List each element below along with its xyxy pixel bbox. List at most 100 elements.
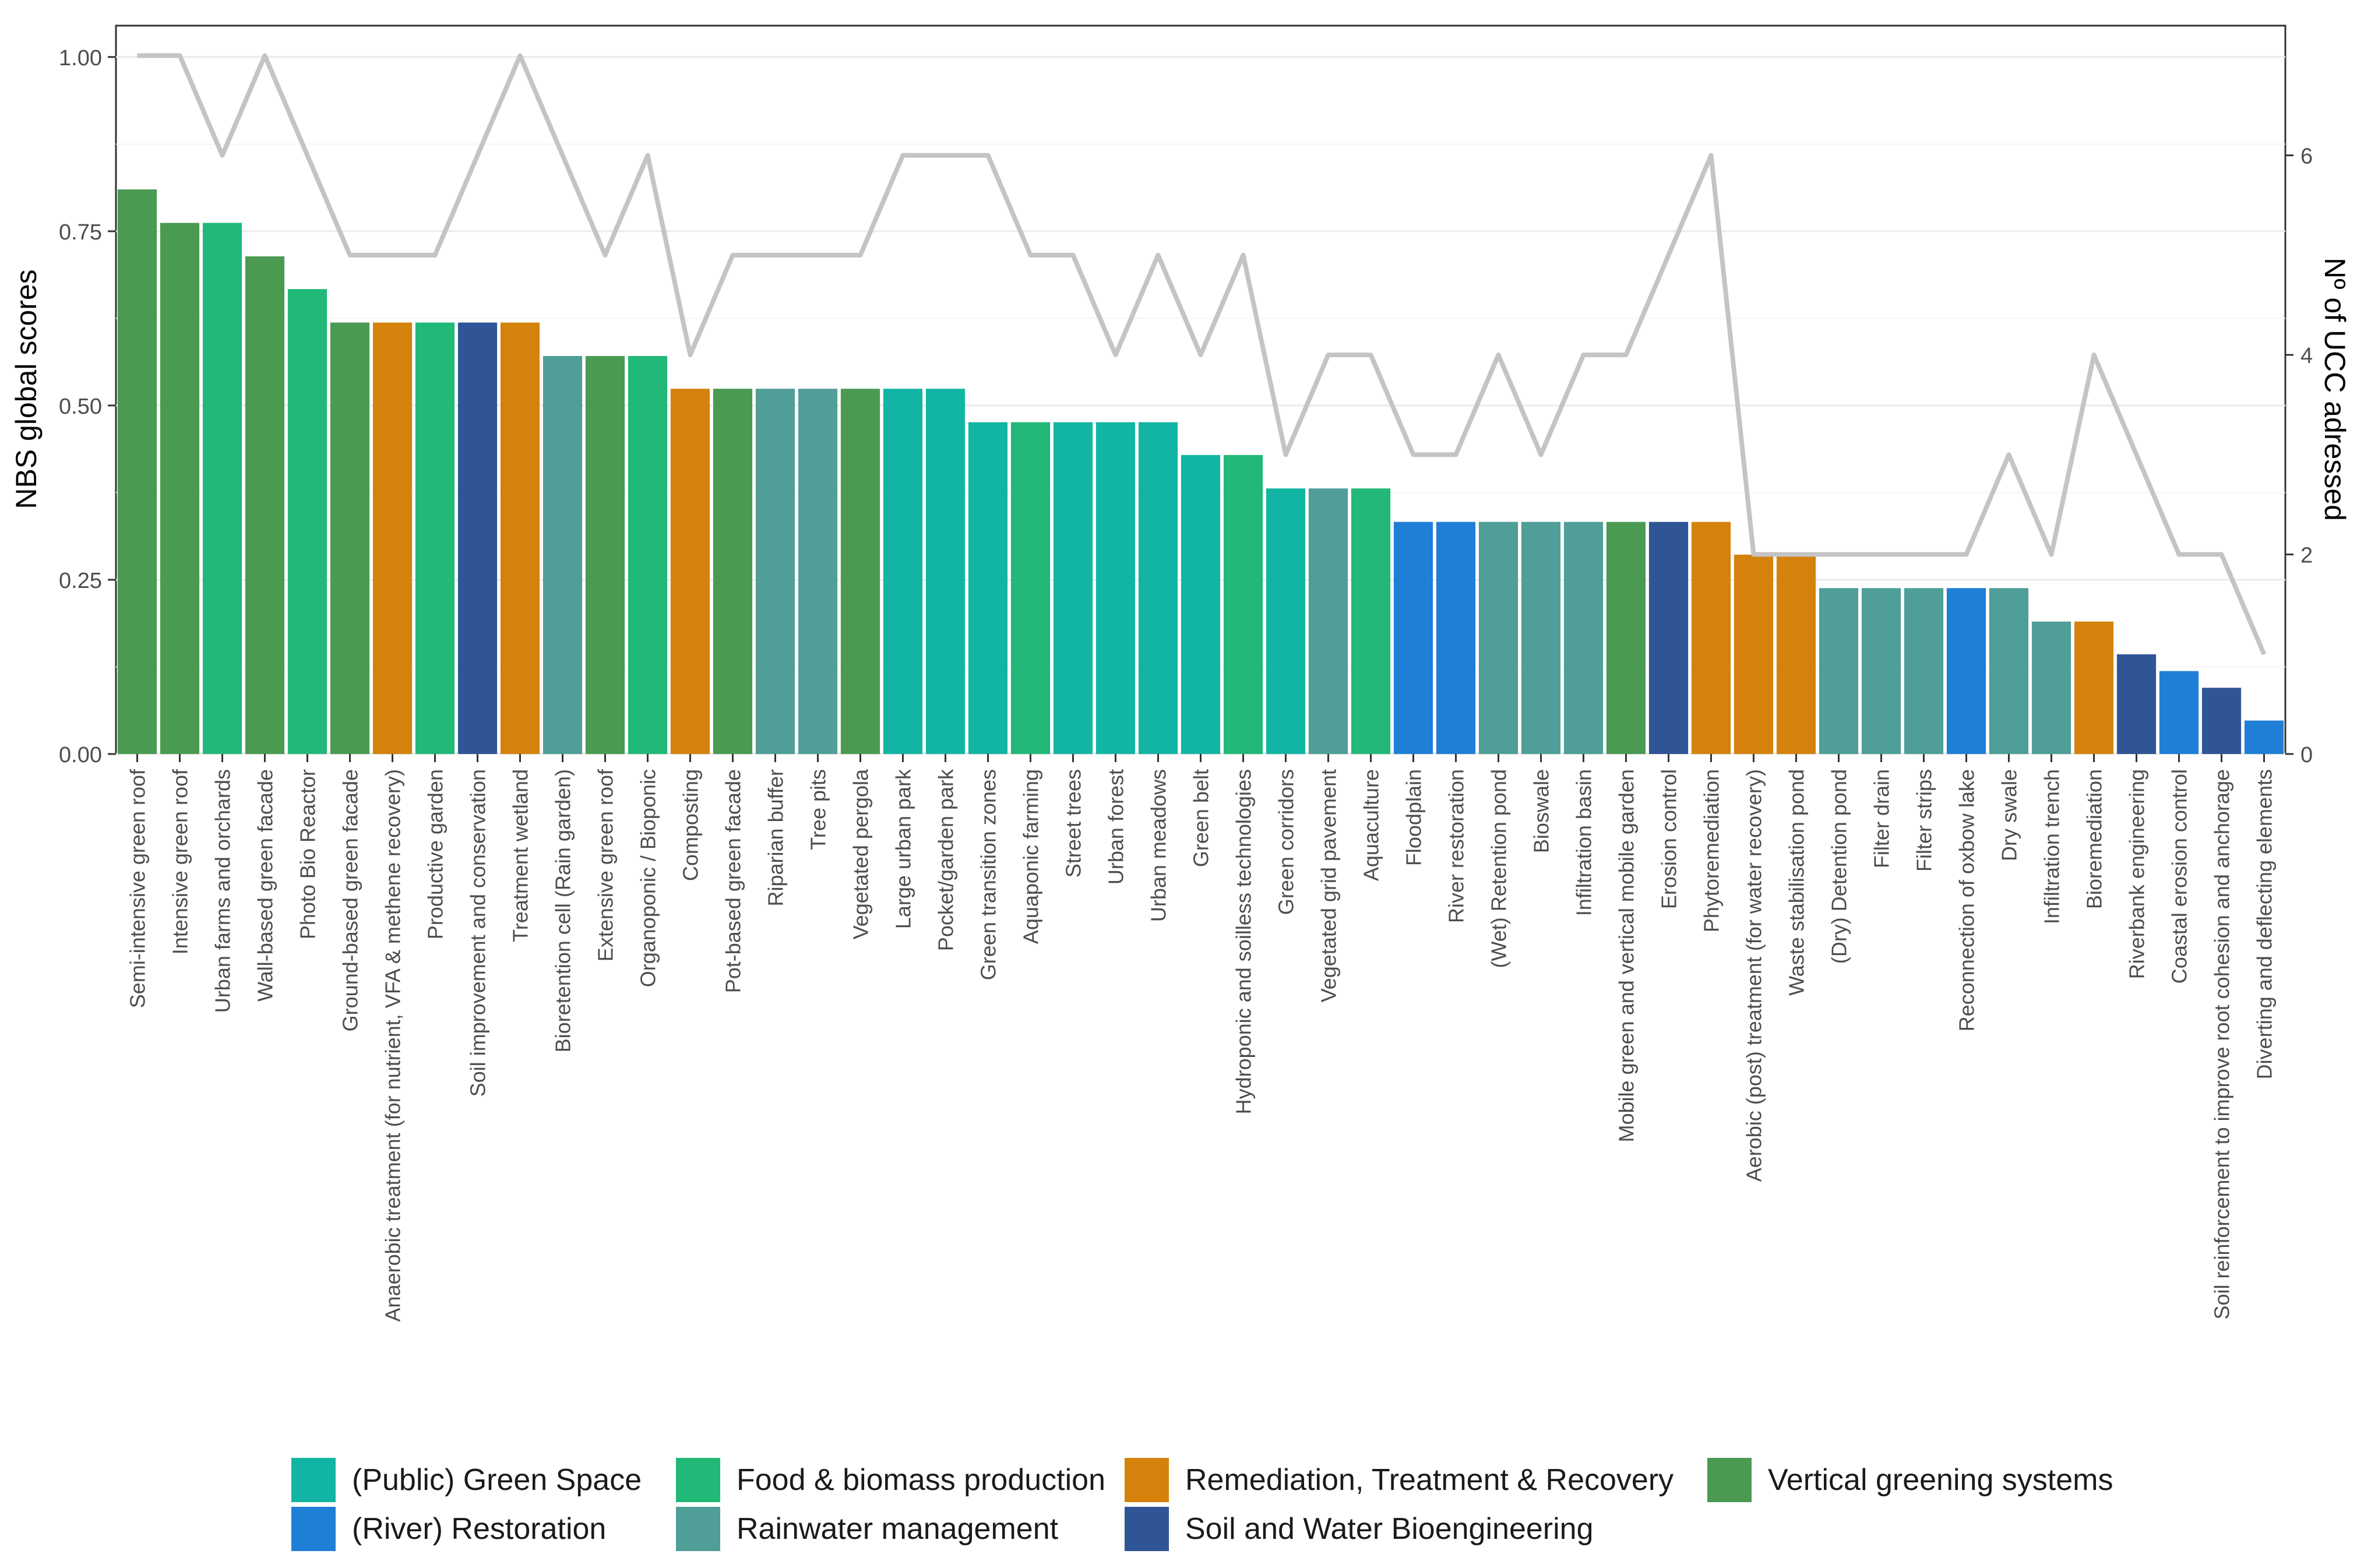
legend-swatch xyxy=(291,1507,336,1551)
x-tick-label: Filter strips xyxy=(1912,769,1936,872)
bar xyxy=(1351,488,1391,754)
bar xyxy=(1648,522,1689,754)
legend-item-vertical-greening: Vertical greening systems xyxy=(1707,1458,2113,1502)
x-tick-label: (Wet) Retention pond xyxy=(1487,769,1511,968)
legend-item-remediation: Remediation, Treatment & Recovery xyxy=(1125,1458,1674,1502)
x-tick-label: Diverting and deflecting elements xyxy=(2253,769,2277,1079)
x-tick-label: Urban meadows xyxy=(1147,769,1171,922)
x-tick-label: Floodplain xyxy=(1402,769,1426,866)
x-tick-label: Reconnection of oxbow lake xyxy=(1955,769,1979,1031)
y-tick-label: 0.75 xyxy=(59,220,102,245)
bar xyxy=(1266,488,1306,754)
x-tick-label: Riverbank engineering xyxy=(2125,769,2149,979)
bar xyxy=(287,289,327,755)
bar xyxy=(1053,422,1093,754)
bar xyxy=(1010,422,1051,754)
x-tick-label: Aerobic (post) treatment (for water reco… xyxy=(1742,769,1766,1182)
bar xyxy=(542,355,583,754)
bar xyxy=(1223,454,1263,754)
bar xyxy=(968,422,1008,754)
bar xyxy=(628,355,668,754)
legend-label: Food & biomass production xyxy=(737,1463,1106,1497)
x-tick-label: Infiltration basin xyxy=(1572,769,1596,916)
legend-label: (River) Restoration xyxy=(352,1512,607,1546)
legend-label: (Public) Green Space xyxy=(352,1463,642,1497)
legend-item-public-green-space: (Public) Green Space xyxy=(291,1458,642,1502)
x-tick-label: Hydroponic and soilless technologies xyxy=(1232,769,1256,1114)
bar xyxy=(1946,588,1986,754)
legend-label: Soil and Water Bioengineering xyxy=(1185,1512,1594,1546)
bar xyxy=(2244,720,2284,754)
x-tick-label: Treatment wetland xyxy=(509,769,533,942)
x-tick-label: Ground-based green facade xyxy=(339,769,362,1031)
bar xyxy=(500,322,540,754)
x-tick-label: Pocket/garden park xyxy=(934,769,958,951)
bar xyxy=(1138,422,1178,754)
x-tick-label: Soil reinforcement to improve root cohes… xyxy=(2210,769,2234,1320)
legend-item-river-restoration: (River) Restoration xyxy=(291,1507,607,1551)
bar xyxy=(415,322,455,754)
y-tick-label: 0.00 xyxy=(59,743,102,767)
x-tick-label: Bioremediation xyxy=(2083,769,2106,909)
x-tick-label: Filter drain xyxy=(1870,769,1894,868)
bar xyxy=(925,389,966,754)
bar xyxy=(1734,554,1774,754)
legend-swatch xyxy=(1707,1458,1752,1502)
x-tick-label: Productive garden xyxy=(424,769,448,939)
bar xyxy=(2201,688,2242,754)
bar xyxy=(670,389,710,754)
ucc-line xyxy=(137,53,2267,656)
bar xyxy=(1436,522,1476,754)
bar xyxy=(755,389,795,754)
x-tick-label: Vegetated pergola xyxy=(849,769,873,939)
bar xyxy=(160,223,200,755)
bar xyxy=(1393,522,1433,754)
x-tick-label: Coastal erosion control xyxy=(2168,769,2192,984)
x-tick-label: Street trees xyxy=(1062,769,1086,878)
x-tick-label: Green belt xyxy=(1189,769,1213,867)
bar xyxy=(1095,422,1136,754)
legend-swatch xyxy=(1125,1458,1169,1502)
bar xyxy=(2159,671,2199,754)
x-tick-label: Urban forest xyxy=(1104,769,1128,885)
legend-swatch xyxy=(676,1458,720,1502)
bar xyxy=(1776,554,1816,754)
bar xyxy=(1563,522,1604,754)
bar xyxy=(1521,522,1561,754)
x-tick-label: Aquaponic farming xyxy=(1019,769,1043,944)
bar xyxy=(713,389,753,754)
legend-label: Rainwater management xyxy=(737,1512,1059,1546)
x-tick-label: Extensive green roof xyxy=(594,769,618,961)
x-tick-label: Waste stabilisation pond xyxy=(1785,769,1809,996)
bar xyxy=(1606,522,1646,754)
bar xyxy=(585,355,625,754)
x-tick-label: Infiltration trench xyxy=(2040,769,2064,924)
x-tick-label: Green transition zones xyxy=(977,769,1000,980)
bar xyxy=(245,256,285,755)
bar xyxy=(2116,654,2157,754)
x-tick-label: Composting xyxy=(679,769,703,881)
y2-tick-label: 4 xyxy=(2300,344,2313,368)
x-tick-label: Pot-based green facade xyxy=(721,769,745,993)
bar xyxy=(1819,588,1859,754)
x-tick-label: Green corridors xyxy=(1274,769,1298,915)
legend-item-rainwater: Rainwater management xyxy=(676,1507,1059,1551)
x-tick-label: Urban farms and orchards xyxy=(211,769,235,1013)
x-tick-label: Photo Bio Reactor xyxy=(296,769,320,939)
x-tick-label: River restoration xyxy=(1445,769,1468,923)
legend: (Public) Green Space Food & biomass prod… xyxy=(291,1458,2156,1559)
bar xyxy=(457,322,498,754)
legend-label: Vertical greening systems xyxy=(1768,1463,2113,1497)
x-tick-label: Soil improvement and conservation xyxy=(466,769,490,1097)
bar xyxy=(1691,522,1731,754)
x-tick-label: Large urban park xyxy=(892,769,915,929)
y-tick-label: 1.00 xyxy=(59,46,102,71)
legend-item-food-biomass: Food & biomass production xyxy=(676,1458,1106,1502)
x-tick-label: Bioretention cell (Rain garden) xyxy=(551,769,575,1052)
legend-label: Remediation, Treatment & Recovery xyxy=(1185,1463,1674,1497)
x-tick-label: Semi-intensive green roof xyxy=(126,769,150,1008)
legend-swatch xyxy=(291,1458,336,1502)
x-tick-label: Mobile green and vertical mobile garden xyxy=(1615,769,1639,1142)
x-tick-label: Intensive green roof xyxy=(168,769,192,954)
bar xyxy=(883,389,923,754)
